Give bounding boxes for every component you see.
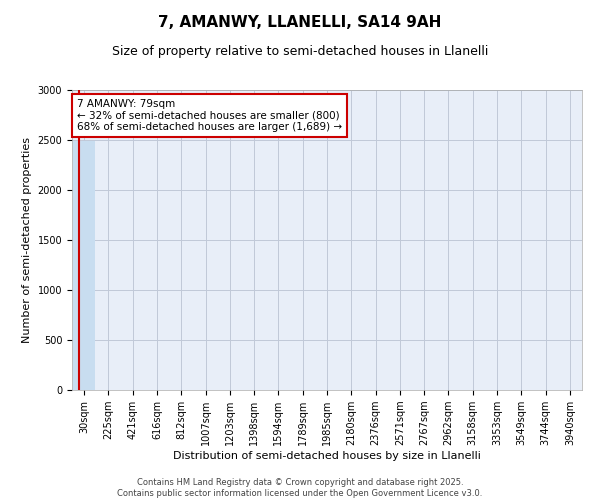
Y-axis label: Number of semi-detached properties: Number of semi-detached properties — [22, 137, 32, 343]
Text: 7 AMANWY: 79sqm
← 32% of semi-detached houses are smaller (800)
68% of semi-deta: 7 AMANWY: 79sqm ← 32% of semi-detached h… — [77, 99, 342, 132]
Text: Size of property relative to semi-detached houses in Llanelli: Size of property relative to semi-detach… — [112, 45, 488, 58]
Text: Contains HM Land Registry data © Crown copyright and database right 2025.
Contai: Contains HM Land Registry data © Crown c… — [118, 478, 482, 498]
X-axis label: Distribution of semi-detached houses by size in Llanelli: Distribution of semi-detached houses by … — [173, 451, 481, 461]
Bar — [73, 141, 95, 390]
Text: 7, AMANWY, LLANELLI, SA14 9AH: 7, AMANWY, LLANELLI, SA14 9AH — [158, 15, 442, 30]
